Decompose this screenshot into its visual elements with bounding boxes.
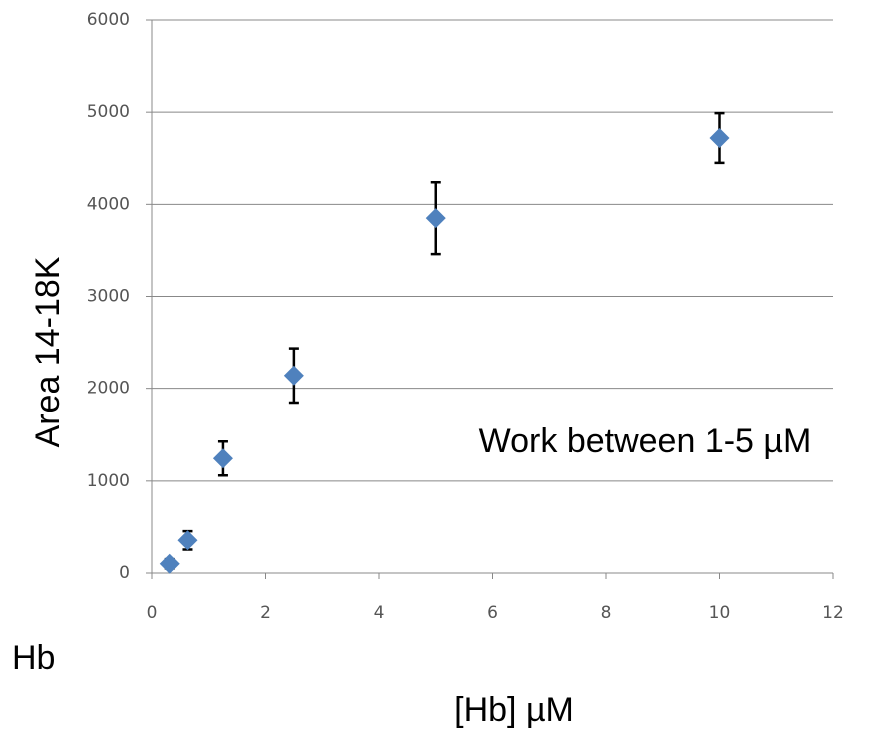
x-tick-label: 4: [374, 603, 385, 623]
y-tick-label: 5000: [87, 102, 130, 122]
point: [425, 208, 446, 229]
y-tick-label: 1000: [87, 471, 130, 491]
y-axis-label: Area 14-18K: [29, 256, 67, 447]
point: [177, 530, 198, 551]
y-tick-label: 0: [119, 563, 130, 583]
x-tick-label: 0: [147, 603, 158, 623]
x-tick-label: 12: [822, 603, 844, 623]
y-tick-label: 3000: [87, 287, 130, 307]
x-tick-label: 2: [260, 603, 271, 623]
x-tick-label: 10: [709, 603, 731, 623]
point: [709, 127, 730, 148]
point: [159, 553, 180, 574]
point: [283, 365, 304, 386]
point: [212, 448, 233, 469]
y-tick-label: 2000: [87, 379, 130, 399]
y-tick-label: 4000: [87, 194, 130, 214]
x-tick-label: 8: [601, 603, 612, 623]
x-axis-label: [Hb] µM: [454, 691, 574, 729]
annotation: Hb: [12, 639, 55, 677]
y-tick-label: 6000: [87, 10, 130, 30]
x-tick-label: 6: [487, 603, 498, 623]
annotation: Work between 1-5 µM: [479, 422, 812, 460]
